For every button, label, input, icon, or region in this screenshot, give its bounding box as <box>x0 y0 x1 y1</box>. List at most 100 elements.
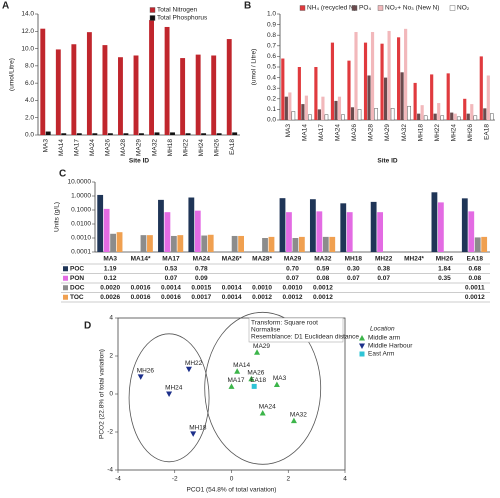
point <box>185 366 192 373</box>
x-tick-label: MA17 <box>74 139 81 156</box>
bar <box>486 75 490 120</box>
table-cell: 0.59 <box>317 265 330 272</box>
table-cell: 0.0014 <box>161 284 181 291</box>
point <box>228 383 235 389</box>
bar <box>397 37 401 120</box>
cluster-ellipse <box>128 333 210 463</box>
bar <box>354 32 358 120</box>
bar <box>180 58 186 136</box>
point <box>251 383 257 389</box>
table-cell: 0.0014 <box>222 284 242 291</box>
bar <box>291 111 296 121</box>
point-label: MA26 <box>247 370 264 377</box>
y-tick-label: 0.9 <box>267 21 276 28</box>
legend-swatch <box>63 294 68 300</box>
legend-label: NO₂ <box>457 5 470 12</box>
bar <box>158 199 164 252</box>
point <box>190 431 197 437</box>
bar <box>170 132 175 135</box>
bar <box>346 212 353 252</box>
bar <box>404 28 408 121</box>
bar <box>123 133 129 135</box>
x-tick-label: MH18 <box>167 139 174 157</box>
bar <box>140 235 147 252</box>
x-tick-label: MH26 <box>467 124 474 142</box>
bar <box>431 192 438 252</box>
bar <box>279 198 286 252</box>
bar <box>110 233 117 252</box>
legend-label: Middle arm <box>368 335 400 342</box>
row-label: PON <box>70 275 84 282</box>
cluster-ellipse <box>204 311 322 465</box>
x-tick-label: MA28 <box>368 124 375 141</box>
y-tick-label: 14.0 <box>21 11 34 18</box>
bar <box>86 32 92 135</box>
bar <box>107 133 113 135</box>
point-label: MH24 <box>165 385 183 392</box>
x-axis-label: Site ID <box>377 158 398 165</box>
panel-label: D <box>84 321 91 332</box>
column-header: MA26* <box>222 256 242 263</box>
legend-swatch <box>63 275 68 281</box>
annotation-box <box>248 317 344 343</box>
y-tick-label: 4 <box>109 315 113 322</box>
bar <box>400 72 404 120</box>
bar <box>350 107 355 120</box>
y-axis-label: PCO2 (22.8% of total variation) <box>99 349 106 439</box>
table-cell: 0.08 <box>468 275 481 282</box>
bar <box>92 133 98 135</box>
bar <box>322 236 329 252</box>
point <box>234 368 241 374</box>
bar <box>479 56 483 120</box>
bar <box>61 133 67 135</box>
legend-label: Total Nitrogen <box>157 7 197 14</box>
legend-swatch <box>351 5 358 11</box>
y-tick-label: 0.2 <box>267 96 276 103</box>
bar <box>154 132 160 135</box>
column-header: MA24 <box>193 256 211 263</box>
legend-label: Middle Harbour <box>368 343 413 350</box>
panel-label: A <box>2 1 9 12</box>
point <box>166 391 173 397</box>
bar <box>177 235 184 252</box>
y-tick-label: 1.0000 <box>71 193 91 200</box>
point-label: MA29 <box>253 343 270 350</box>
bar <box>390 108 395 121</box>
panel-label: C <box>59 169 66 180</box>
x-axis-label: Site ID <box>129 158 150 165</box>
x-tick-label: MH22 <box>434 124 441 142</box>
x-tick-label: MA32 <box>401 124 408 141</box>
bar <box>357 109 362 121</box>
x-tick-label: MA28 <box>120 139 127 156</box>
bar <box>286 212 292 252</box>
bar <box>473 115 478 121</box>
bar <box>321 96 325 120</box>
bar <box>437 202 444 252</box>
y-tick-label: 0.0100 <box>71 221 91 228</box>
legend-swatch <box>63 266 68 272</box>
point <box>273 381 280 387</box>
x-tick-label: MH24 <box>450 124 457 142</box>
bar <box>430 74 434 120</box>
annotation: Resemblance: D1 Euclidean distance <box>251 334 359 341</box>
bar <box>334 100 338 120</box>
legend-swatch <box>299 5 306 11</box>
bar <box>341 114 345 121</box>
y-tick-label: 0.5 <box>267 64 276 71</box>
table-cell: 0.0016 <box>131 284 151 291</box>
legend-label: NH₄ (recycled N) <box>307 5 356 12</box>
legend-label: Total Phosphorus <box>157 15 208 22</box>
table-cell: 0.07 <box>377 275 390 282</box>
bar <box>308 114 312 121</box>
bar <box>40 28 46 136</box>
bar <box>417 113 421 120</box>
bar <box>164 26 170 135</box>
x-tick-label: MH18 <box>417 124 424 142</box>
bar <box>466 113 470 120</box>
column-header: MH26 <box>436 256 454 263</box>
x-tick-label: -2 <box>172 476 178 483</box>
table-cell: 1.19 <box>104 265 117 272</box>
y-tick-label: -4 <box>107 467 113 474</box>
x-tick-label: MH22 <box>182 139 189 157</box>
